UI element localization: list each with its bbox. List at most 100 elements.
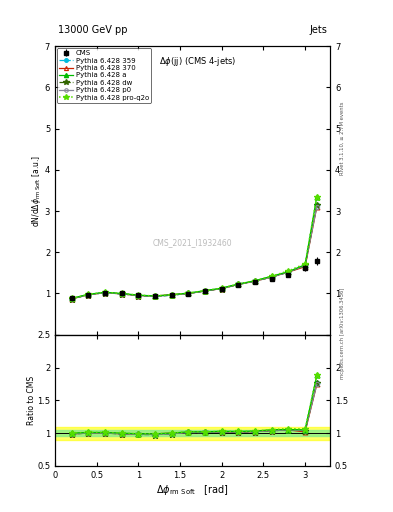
Pythia 6.428 359	[119, 291, 124, 297]
Pythia 6.428 pro-q2o	[286, 268, 291, 274]
Pythia 6.428 dw	[169, 292, 174, 298]
Pythia 6.428 a	[153, 293, 158, 299]
Pythia 6.428 dw	[303, 262, 307, 268]
Line: Pythia 6.428 p0: Pythia 6.428 p0	[70, 205, 319, 301]
Pythia 6.428 pro-q2o	[86, 291, 91, 297]
Pythia 6.428 dw	[86, 292, 91, 298]
Pythia 6.428 359	[69, 296, 74, 302]
Pythia 6.428 dw	[103, 290, 107, 296]
Pythia 6.428 p0	[86, 292, 91, 298]
Text: Jets: Jets	[310, 25, 327, 34]
Pythia 6.428 p0	[303, 262, 307, 268]
Pythia 6.428 pro-q2o	[253, 278, 257, 284]
Pythia 6.428 370	[236, 281, 241, 287]
Pythia 6.428 dw	[286, 269, 291, 275]
Pythia 6.428 370	[153, 293, 158, 299]
Pythia 6.428 pro-q2o	[219, 285, 224, 291]
Pythia 6.428 pro-q2o	[186, 290, 191, 296]
Text: 13000 GeV pp: 13000 GeV pp	[58, 25, 127, 34]
Pythia 6.428 a	[136, 292, 141, 298]
Pythia 6.428 359	[103, 290, 107, 296]
Pythia 6.428 dw	[136, 292, 141, 298]
Pythia 6.428 359	[86, 292, 91, 298]
Pythia 6.428 359	[219, 286, 224, 292]
Pythia 6.428 370	[270, 274, 274, 280]
Pythia 6.428 a	[270, 273, 274, 279]
Pythia 6.428 a	[219, 285, 224, 291]
Line: Pythia 6.428 pro-q2o: Pythia 6.428 pro-q2o	[68, 194, 320, 302]
Pythia 6.428 a	[203, 288, 208, 294]
Pythia 6.428 359	[203, 288, 208, 294]
Text: CMS_2021_I1932460: CMS_2021_I1932460	[153, 238, 232, 247]
Pythia 6.428 dw	[253, 278, 257, 284]
Pythia 6.428 p0	[169, 292, 174, 298]
Pythia 6.428 p0	[314, 204, 319, 210]
Pythia 6.428 pro-q2o	[69, 295, 74, 302]
Pythia 6.428 dw	[236, 281, 241, 287]
Pythia 6.428 370	[203, 288, 208, 294]
Pythia 6.428 p0	[153, 293, 158, 300]
Pythia 6.428 pro-q2o	[119, 290, 124, 296]
Line: Pythia 6.428 370: Pythia 6.428 370	[69, 204, 319, 301]
Pythia 6.428 p0	[286, 269, 291, 275]
Pythia 6.428 pro-q2o	[136, 292, 141, 298]
Pythia 6.428 359	[286, 269, 291, 275]
Pythia 6.428 a	[169, 292, 174, 298]
Pythia 6.428 370	[253, 278, 257, 284]
Line: Pythia 6.428 a: Pythia 6.428 a	[69, 194, 319, 301]
Pythia 6.428 370	[69, 296, 74, 302]
Pythia 6.428 370	[169, 292, 174, 298]
Pythia 6.428 p0	[119, 291, 124, 297]
Pythia 6.428 p0	[253, 278, 257, 284]
Pythia 6.428 pro-q2o	[153, 293, 158, 299]
Pythia 6.428 pro-q2o	[169, 292, 174, 298]
Pythia 6.428 a	[286, 269, 291, 275]
Pythia 6.428 p0	[69, 296, 74, 302]
Pythia 6.428 359	[169, 292, 174, 298]
Pythia 6.428 370	[286, 269, 291, 275]
Pythia 6.428 dw	[186, 290, 191, 296]
Pythia 6.428 a	[103, 289, 107, 295]
Pythia 6.428 a	[186, 290, 191, 296]
Pythia 6.428 pro-q2o	[314, 194, 319, 200]
Pythia 6.428 dw	[203, 288, 208, 294]
Line: Pythia 6.428 dw: Pythia 6.428 dw	[68, 202, 320, 302]
Pythia 6.428 pro-q2o	[203, 288, 208, 294]
Pythia 6.428 dw	[153, 293, 158, 300]
Text: mcplots.cern.ch [arXiv:1306.3436]: mcplots.cern.ch [arXiv:1306.3436]	[340, 287, 345, 378]
Pythia 6.428 p0	[270, 274, 274, 280]
Pythia 6.428 a	[303, 262, 307, 268]
Pythia 6.428 pro-q2o	[270, 273, 274, 279]
Text: Rivet 3.1.10, ≥ 2.7M events: Rivet 3.1.10, ≥ 2.7M events	[340, 101, 345, 175]
Pythia 6.428 370	[314, 204, 319, 210]
Text: $\Delta\phi$(jj) (CMS 4-jets): $\Delta\phi$(jj) (CMS 4-jets)	[159, 55, 237, 68]
Pythia 6.428 370	[186, 290, 191, 296]
Pythia 6.428 370	[86, 292, 91, 298]
Pythia 6.428 p0	[186, 290, 191, 296]
Y-axis label: dN/d$\Delta\phi_{\rm rm\ Soft}$ [a.u.]: dN/d$\Delta\phi_{\rm rm\ Soft}$ [a.u.]	[30, 154, 43, 226]
Pythia 6.428 p0	[219, 286, 224, 292]
Pythia 6.428 359	[253, 278, 257, 284]
Pythia 6.428 pro-q2o	[303, 261, 307, 267]
Y-axis label: Ratio to CMS: Ratio to CMS	[27, 376, 36, 425]
Pythia 6.428 359	[236, 281, 241, 287]
Pythia 6.428 dw	[219, 286, 224, 292]
Pythia 6.428 dw	[119, 291, 124, 297]
Pythia 6.428 dw	[69, 296, 74, 302]
Pythia 6.428 359	[186, 290, 191, 296]
Pythia 6.428 a	[119, 290, 124, 296]
Pythia 6.428 359	[270, 274, 274, 280]
Line: Pythia 6.428 359: Pythia 6.428 359	[70, 203, 319, 301]
Pythia 6.428 359	[314, 202, 319, 208]
X-axis label: $\Delta\phi_{\rm rm\ Soft}$   [rad]: $\Delta\phi_{\rm rm\ Soft}$ [rad]	[156, 482, 229, 497]
Pythia 6.428 359	[153, 293, 158, 300]
Pythia 6.428 p0	[236, 281, 241, 287]
Pythia 6.428 dw	[270, 274, 274, 280]
Pythia 6.428 p0	[203, 288, 208, 294]
Pythia 6.428 dw	[314, 202, 319, 208]
Pythia 6.428 p0	[103, 290, 107, 296]
Pythia 6.428 a	[253, 278, 257, 284]
Pythia 6.428 a	[236, 281, 241, 287]
Pythia 6.428 359	[136, 292, 141, 298]
Pythia 6.428 p0	[136, 292, 141, 298]
